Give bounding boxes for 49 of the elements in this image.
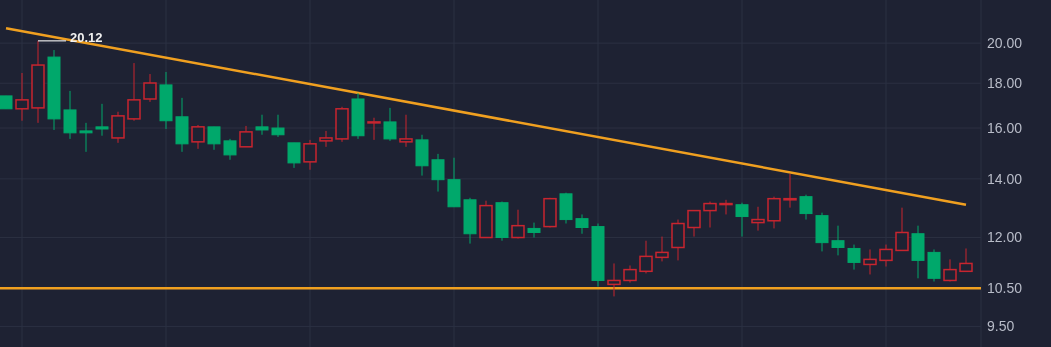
- annotation: 20.12: [70, 30, 103, 46]
- y-tick-label: 18.00: [987, 75, 1023, 92]
- candlestick: [239, 125, 253, 148]
- candlestick: [943, 258, 957, 283]
- candlestick: [255, 114, 269, 136]
- candlestick: [575, 213, 589, 235]
- candlestick: [95, 103, 109, 137]
- y-tick-label: 10.50: [987, 280, 1023, 297]
- candlestick: [319, 130, 333, 148]
- candlestick: [63, 90, 77, 140]
- candlestick: [655, 236, 669, 262]
- candlestick: [143, 73, 157, 103]
- candlestick: [287, 142, 301, 169]
- candlestick: [783, 173, 797, 209]
- y-tick-label: 12.00: [987, 229, 1023, 246]
- y-tick-label: 16.00: [987, 119, 1023, 136]
- candlestick: [863, 248, 877, 275]
- candlestick: [687, 209, 701, 238]
- candlestick: [399, 114, 413, 148]
- candlestick: [831, 225, 845, 256]
- candlestick: [847, 244, 861, 271]
- y-tick-label: 14.00: [987, 170, 1023, 187]
- candlestick: [431, 153, 445, 193]
- candlestick: [111, 111, 125, 144]
- candlestick: [15, 72, 29, 122]
- candlestick: [223, 138, 237, 161]
- candlestick: [367, 117, 381, 141]
- candlestick: [767, 196, 781, 229]
- candlestick: [671, 219, 685, 261]
- candlestick: [527, 222, 541, 239]
- candlestick: [303, 139, 317, 171]
- y-tick-label: 9.50: [987, 318, 1015, 335]
- candlestick: [127, 62, 141, 122]
- candlestick: [207, 126, 221, 151]
- candlestick: [799, 194, 813, 221]
- candlestick: [191, 124, 205, 150]
- candlestick: [607, 262, 621, 297]
- candlestick: [895, 207, 909, 252]
- candlestick: [511, 209, 525, 239]
- candlestick: [735, 202, 749, 238]
- candlestick: [271, 114, 285, 138]
- candlestick: [879, 244, 893, 268]
- y-tick-label: 20.00: [987, 35, 1023, 52]
- candlestick: [639, 240, 653, 274]
- candlestick: [79, 122, 93, 153]
- candlestick: [703, 201, 717, 229]
- candlestick: [383, 107, 397, 142]
- candlestick: [959, 247, 973, 273]
- candlestick: [751, 206, 765, 232]
